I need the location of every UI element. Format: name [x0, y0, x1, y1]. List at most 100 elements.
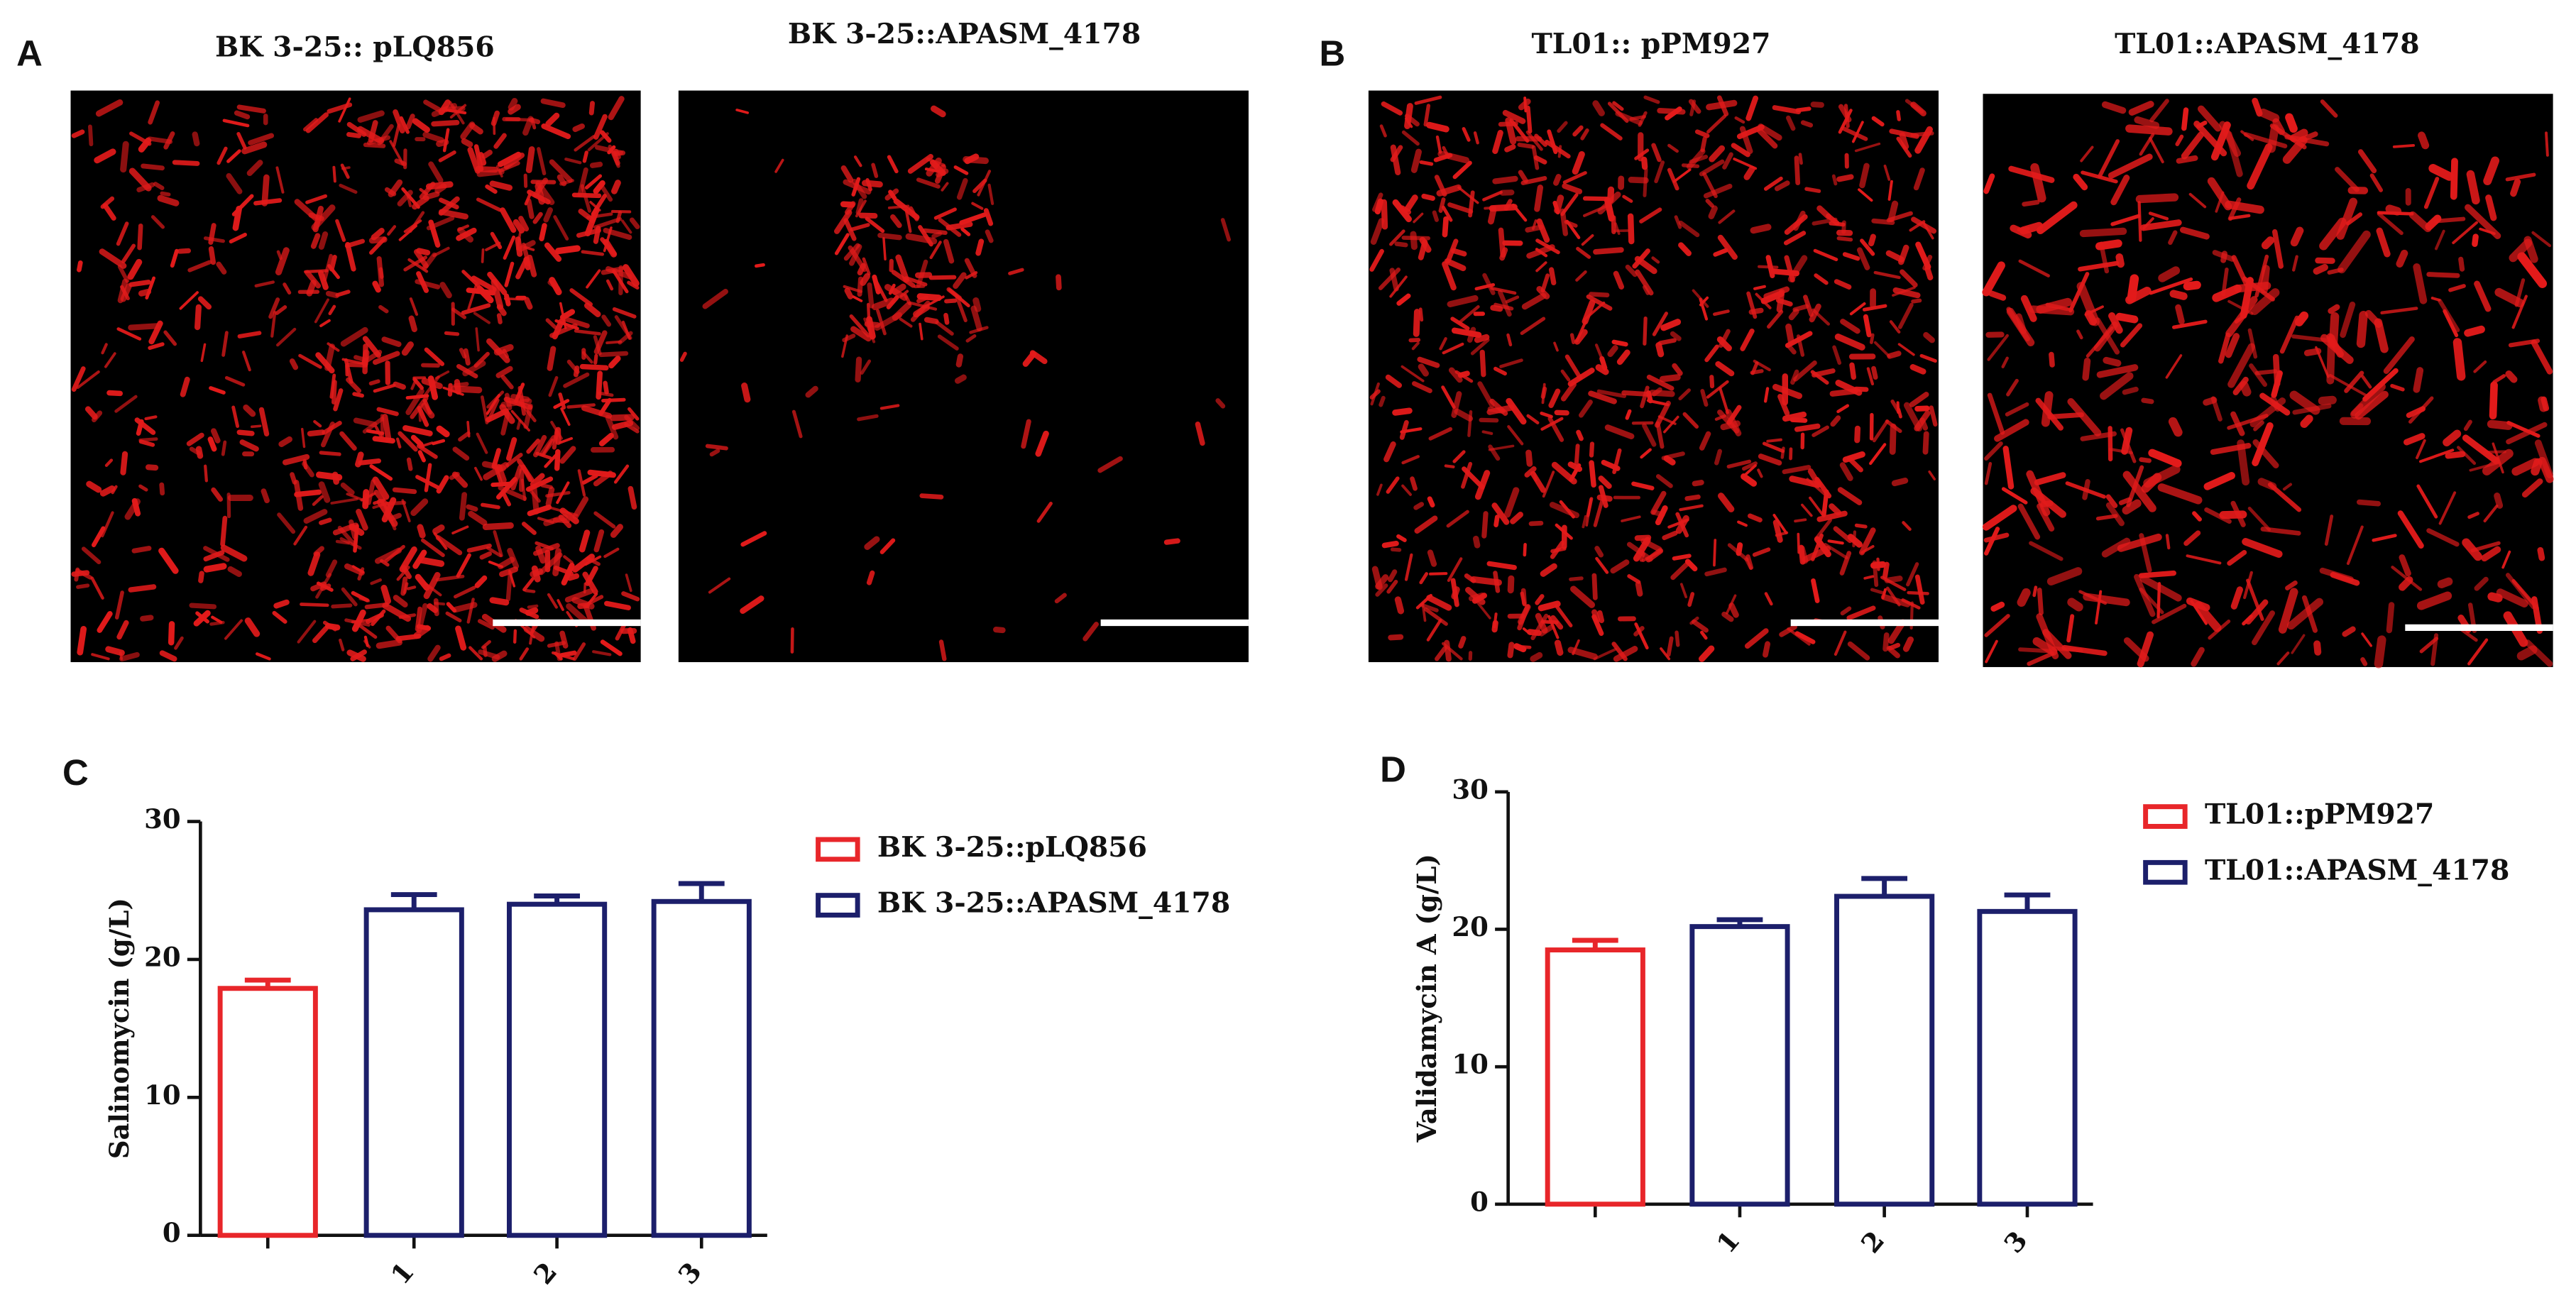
hypha	[1663, 415, 1679, 434]
hypha	[503, 235, 516, 260]
hypha	[2489, 381, 2498, 420]
hypha	[528, 117, 541, 125]
hypha	[499, 404, 515, 424]
hypha	[493, 463, 503, 485]
hypha	[1900, 269, 1918, 288]
hypha	[513, 219, 525, 233]
hypha	[607, 145, 616, 155]
hypha	[1510, 511, 1523, 524]
legend-label: BK 3-25::pLQ856	[877, 831, 1147, 864]
hypha	[740, 595, 764, 614]
hypha	[1737, 520, 1748, 527]
hypha	[499, 566, 519, 578]
hypha	[2278, 588, 2298, 634]
hypha	[1836, 404, 1850, 414]
hypha	[1083, 622, 1099, 642]
hypha	[1596, 494, 1613, 502]
hypha	[305, 270, 322, 289]
hypha	[344, 238, 365, 248]
hypha	[2346, 525, 2364, 566]
hypha	[405, 114, 415, 130]
hypha	[313, 419, 322, 428]
hypha	[2253, 420, 2264, 431]
hypha	[754, 263, 765, 268]
hypha	[1369, 389, 1381, 400]
hypha	[2506, 422, 2548, 445]
hypha	[1505, 295, 1520, 304]
hypha	[1525, 449, 1533, 467]
hypha	[1442, 342, 1464, 355]
hypha	[412, 377, 424, 390]
hypha	[1871, 116, 1885, 127]
legend-swatch	[816, 837, 860, 862]
hypha	[303, 509, 328, 524]
hypha	[114, 395, 138, 413]
hypha	[1595, 556, 1609, 574]
hypha	[1511, 203, 1528, 222]
hypha	[1458, 305, 1480, 324]
hypha	[571, 192, 602, 199]
hypha	[425, 181, 454, 190]
hypha	[495, 365, 513, 378]
hypha	[1562, 183, 1583, 194]
hypha	[337, 525, 358, 549]
hypha	[1982, 505, 2017, 531]
hypha	[2196, 120, 2208, 128]
hypha	[938, 639, 947, 661]
hypha	[1763, 176, 1783, 191]
hypha	[1655, 505, 1668, 526]
hypha	[1709, 145, 1725, 163]
hypha	[2230, 586, 2243, 610]
y-axis-label: Validamycin A (g/L)	[1411, 854, 1442, 1143]
hypha	[592, 650, 612, 656]
hypha	[2531, 339, 2553, 375]
hypha	[1892, 287, 1921, 299]
hypha	[307, 429, 325, 437]
hypha	[1419, 160, 1434, 166]
hypha	[2152, 603, 2187, 625]
hypha	[312, 625, 329, 644]
hypha	[1518, 98, 1531, 111]
hypha	[1574, 444, 1580, 466]
hypha	[2215, 191, 2225, 213]
hypha	[857, 263, 866, 276]
hypha	[1528, 520, 1544, 527]
hypha	[144, 415, 158, 421]
hypha	[1410, 231, 1418, 251]
hypha	[481, 395, 489, 424]
hypha	[1772, 383, 1803, 400]
hypha	[318, 231, 329, 250]
hypha	[439, 282, 452, 299]
hypha	[1790, 417, 1808, 423]
hypha	[1554, 639, 1564, 656]
hypha	[2027, 651, 2054, 666]
hypha	[613, 464, 630, 484]
hypha	[849, 243, 862, 266]
hypha	[1369, 248, 1384, 272]
hypha	[1632, 248, 1650, 269]
hypha	[120, 451, 128, 475]
hypha	[413, 249, 429, 269]
hypha	[1659, 374, 1681, 383]
hypha	[2501, 550, 2511, 569]
hypha	[2330, 571, 2360, 586]
hypha	[1490, 286, 1517, 295]
hypha	[474, 575, 488, 588]
hypha	[1847, 456, 1863, 473]
hypha	[2042, 629, 2072, 659]
hypha	[2315, 257, 2335, 264]
hypha	[1891, 478, 1909, 487]
hypha	[605, 279, 614, 291]
hypha	[867, 302, 871, 331]
hypha	[1379, 124, 1387, 138]
hypha	[1713, 309, 1730, 317]
hypha	[2289, 390, 2320, 415]
hypha	[1902, 521, 1912, 531]
hypha	[1504, 144, 1516, 153]
hypha	[572, 496, 589, 519]
hypha	[577, 469, 586, 497]
hypha	[1429, 572, 1448, 576]
bar	[1834, 893, 1935, 1207]
hypha	[1467, 410, 1473, 437]
hypha	[1923, 331, 1935, 343]
